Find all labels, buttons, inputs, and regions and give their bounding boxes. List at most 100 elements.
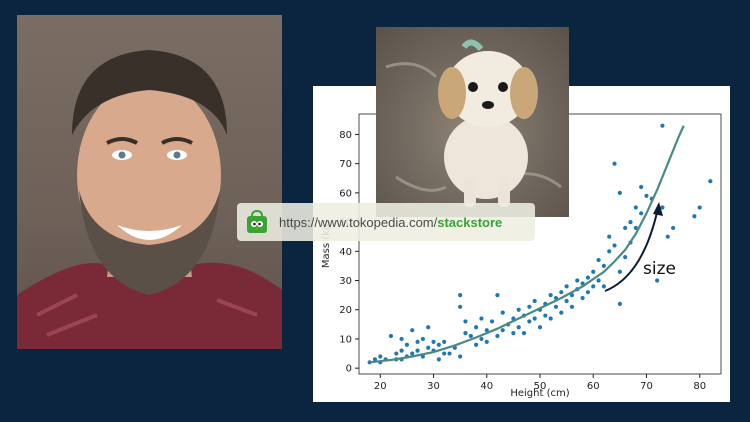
data-point (575, 278, 580, 283)
data-point (420, 336, 425, 342)
x-tick-label: 30 (427, 381, 440, 392)
data-point (697, 205, 702, 210)
data-point (532, 298, 537, 304)
size-arrowhead (653, 202, 663, 216)
url-banner[interactable]: https://www.tokopedia.com/stackstore (237, 203, 535, 241)
person-photo (17, 15, 282, 349)
data-point (633, 225, 638, 231)
data-point (559, 310, 564, 315)
data-point (463, 319, 468, 324)
data-point (426, 325, 431, 330)
trend-curve (369, 125, 685, 364)
x-tick-label: 70 (640, 381, 653, 392)
y-tick-label: 0 (346, 364, 352, 375)
data-point (633, 205, 638, 210)
data-point (447, 351, 452, 356)
data-point (623, 255, 628, 260)
data-point (553, 304, 559, 309)
data-point (521, 331, 527, 336)
data-point (532, 316, 537, 321)
x-tick-label: 20 (374, 381, 387, 392)
data-point (458, 354, 463, 359)
data-point (708, 179, 713, 184)
data-point (516, 307, 521, 312)
shopping-bag-icon (247, 209, 267, 233)
data-point (628, 219, 633, 225)
data-point (601, 284, 606, 289)
data-point (692, 214, 697, 219)
data-point (623, 225, 628, 231)
data-point (639, 211, 644, 216)
y-tick-label: 10 (339, 334, 352, 345)
y-tick-label: 20 (339, 305, 352, 316)
data-point (511, 331, 516, 336)
data-point (644, 193, 649, 198)
size-annotation: size (643, 259, 676, 279)
data-point (655, 278, 660, 283)
data-point (548, 316, 553, 321)
data-point (601, 263, 606, 269)
data-point (500, 310, 505, 315)
data-point (458, 304, 463, 309)
data-point (372, 357, 378, 362)
data-point (564, 284, 569, 289)
y-tick-label: 40 (339, 247, 352, 258)
data-point (591, 284, 596, 289)
data-point (415, 339, 420, 344)
x-axis-label: Height (cm) (510, 388, 569, 399)
dog-photo (376, 27, 569, 217)
data-point (484, 328, 489, 333)
data-point (591, 269, 596, 274)
x-tick-label: 40 (480, 381, 493, 392)
data-point (479, 316, 484, 321)
data-point (607, 234, 612, 239)
data-point (500, 328, 505, 333)
url-text[interactable]: https://www.tokopedia.com/stackstore (279, 215, 502, 230)
data-point (569, 304, 575, 309)
data-point (660, 123, 665, 128)
data-point (564, 298, 569, 304)
data-point (580, 295, 585, 301)
data-point (607, 249, 612, 254)
data-point (617, 301, 622, 306)
url-prefix: https://www.tokopedia.com/ (279, 214, 438, 230)
size-arrow (604, 207, 659, 292)
data-point (665, 234, 670, 239)
data-point (415, 348, 420, 353)
data-point (495, 293, 500, 298)
data-point (537, 325, 543, 330)
data-point (399, 348, 404, 353)
data-point (527, 319, 532, 324)
data-point (596, 257, 601, 263)
data-point (660, 205, 665, 210)
data-point (495, 333, 500, 339)
data-point (468, 333, 473, 339)
data-point (596, 278, 601, 283)
y-tick-label: 80 (339, 130, 352, 141)
y-axis-label: Mass (kg) (321, 220, 332, 268)
data-point (670, 225, 676, 231)
y-tick-label: 30 (339, 276, 352, 287)
data-point (388, 333, 394, 339)
data-point (484, 339, 489, 344)
data-point (543, 313, 548, 318)
data-point (474, 325, 479, 330)
data-point (399, 336, 404, 342)
data-point (463, 331, 468, 336)
data-point (426, 345, 431, 350)
data-point (516, 325, 521, 330)
url-store-name: stackstore (437, 214, 503, 230)
data-point (489, 319, 495, 324)
data-point (585, 275, 591, 280)
y-tick-label: 70 (339, 159, 352, 170)
data-point (436, 357, 441, 362)
data-point (479, 336, 484, 342)
data-point (617, 269, 622, 274)
data-point (639, 184, 644, 190)
data-point (617, 190, 622, 195)
data-point (612, 161, 617, 166)
data-point (436, 342, 441, 347)
data-point (431, 339, 436, 344)
height-mass-chart: 2030405060708001020304050607080 size Hei… (321, 113, 722, 399)
data-point (474, 342, 479, 347)
